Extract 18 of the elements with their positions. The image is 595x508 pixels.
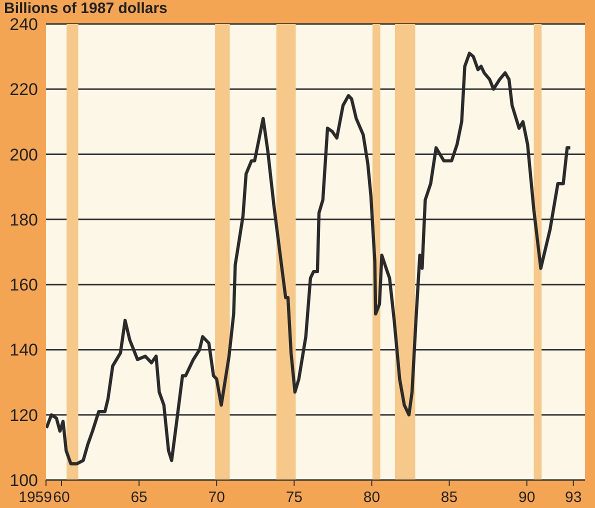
x-tick-label: 75 (286, 489, 303, 506)
x-tick-label: 65 (130, 489, 148, 506)
y-tick-label: 220 (10, 80, 38, 100)
x-tick-label: 1959 (18, 489, 52, 506)
x-tick-label: 90 (518, 489, 536, 506)
x-tick-label: 60 (53, 489, 70, 506)
x-tick-label: 85 (440, 489, 458, 506)
y-tick-label: 180 (10, 210, 38, 230)
y-tick-label: 140 (10, 340, 38, 360)
x-tick-label: 93 (565, 489, 582, 506)
x-tick-label: 80 (363, 489, 380, 506)
x-tick-label: 70 (208, 489, 225, 506)
y-tick-label: 160 (10, 276, 38, 295)
y-tick-label: 200 (10, 145, 38, 164)
y-tick-label: 240 (10, 15, 38, 34)
y-tick-label: 100 (10, 471, 38, 490)
y-tick-label: 120 (10, 406, 38, 425)
y-axis-title: Billions of 1987 dollars (4, 0, 168, 17)
